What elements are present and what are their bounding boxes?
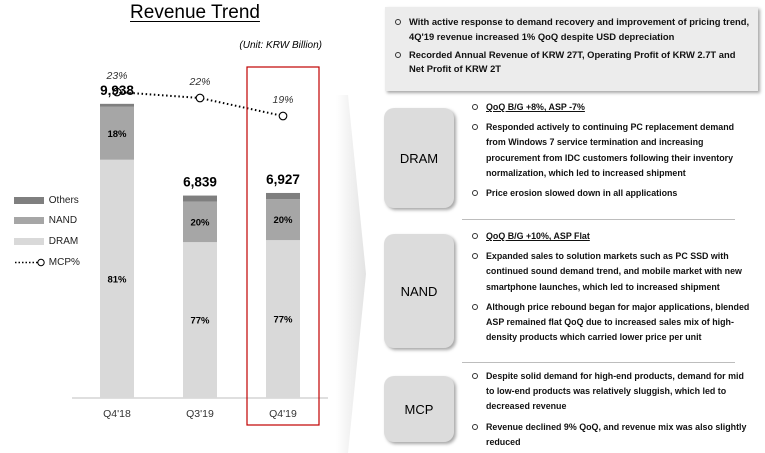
mcp-point — [112, 87, 122, 97]
bullet-circle-icon — [472, 303, 478, 310]
segment-label-text: MCP — [404, 401, 434, 417]
legend-swatch-others — [14, 197, 44, 204]
mcp-label: 23% — [105, 70, 127, 82]
segment-bullet: Although price rebound began for major a… — [472, 300, 754, 346]
bar-segment-others — [266, 192, 300, 200]
chart-title: Revenue Trend — [130, 2, 260, 23]
segment-bullet: Expanded sales to solution markets such … — [472, 249, 754, 295]
legend-item-others: Others — [14, 195, 79, 206]
chevron-arrow-shape — [336, 95, 366, 453]
segment-bullet: Price erosion slowed down in all applica… — [472, 186, 754, 201]
legend-swatch-nand — [14, 217, 44, 224]
segment-bullet-text: Revenue declined 9% QoQ, and revenue mix… — [486, 421, 747, 447]
data-label-nand: 20% — [190, 217, 210, 228]
bar-segment-dram — [100, 159, 134, 398]
legend-item-dram: DRAM — [14, 236, 78, 247]
bar-segment-dram — [266, 240, 300, 398]
bar-segment-nand — [100, 106, 134, 160]
data-label-dram: 77% — [190, 316, 210, 327]
segment-label-mcp: MCP — [384, 376, 454, 442]
bar-segment-others — [100, 103, 134, 107]
segment-divider — [462, 362, 735, 363]
segment-bullet: Despite solid demand for high-end produc… — [472, 369, 754, 415]
summary-bullet: With active response to demand recovery … — [395, 15, 750, 45]
segment-text-nand: QoQ B/G +10%, ASP Flat Expanded sales to… — [472, 229, 754, 345]
bar-segment-nand — [183, 201, 217, 243]
mcp-label: 22% — [188, 76, 210, 88]
bullet-circle-icon — [472, 124, 478, 131]
legend-swatch-mcp — [15, 258, 45, 267]
data-label-dram: 81% — [107, 274, 127, 285]
segment-bullet: Responded actively to continuing PC repl… — [472, 120, 754, 181]
segment-bullet-text: Although price rebound began for major a… — [486, 301, 750, 343]
highlight-box — [246, 66, 320, 426]
data-label-nand: 20% — [273, 215, 293, 226]
summary-bullet-text: Recorded Annual Revenue of KRW 27T, Oper… — [409, 48, 736, 75]
segment-bullet: QoQ B/G +10%, ASP Flat — [472, 229, 754, 244]
segment-label-text: DRAM — [399, 150, 439, 166]
bar-segment-dram — [183, 242, 217, 398]
segment-bullet: QoQ B/G +8%, ASP -7% — [472, 100, 754, 115]
summary-bullet: Recorded Annual Revenue of KRW 27T, Oper… — [395, 48, 750, 78]
bar-segment-nand — [266, 199, 300, 241]
total-label: 6,839 — [183, 175, 217, 190]
unit-label: (Unit: KRW Billion) — [239, 40, 322, 51]
segment-bullet-text: Price erosion slowed down in all applica… — [486, 188, 678, 199]
segment-bullet-text: QoQ B/G +10%, ASP Flat — [486, 231, 590, 241]
mcp-point — [278, 111, 288, 121]
bullet-circle-icon — [472, 253, 478, 260]
segment-bullet-text: QoQ B/G +8%, ASP -7% — [486, 102, 585, 112]
segment-bullet-text: Despite solid demand for high-end produc… — [486, 371, 744, 412]
mcp-label: 19% — [272, 94, 293, 106]
bullet-circle-icon — [395, 51, 401, 58]
segment-divider — [462, 219, 735, 220]
bullet-circle-icon — [472, 373, 478, 379]
segment-bullet-text: Responded actively to continuing PC repl… — [486, 122, 735, 178]
legend-label-nand: NAND — [48, 215, 78, 226]
legend-swatch-dram — [14, 238, 44, 245]
summary-box: With active response to demand recovery … — [385, 7, 758, 91]
mcp-point — [195, 93, 205, 103]
x-tick-label: Q4'19 — [269, 408, 297, 420]
segment-label-text: NAND — [400, 283, 438, 299]
legend-label-dram: DRAM — [48, 236, 79, 247]
bullet-circle-icon — [472, 423, 478, 430]
legend-label-others: Others — [48, 195, 79, 206]
segment-bullet: Revenue declined 9% QoQ, and revenue mix… — [472, 420, 754, 450]
x-tick-label: Q3'19 — [186, 408, 214, 420]
segment-text-mcp: Despite solid demand for high-end produc… — [472, 369, 754, 450]
bullet-circle-icon — [395, 19, 401, 25]
bullet-circle-icon — [472, 190, 478, 197]
data-label-dram: 77% — [273, 315, 293, 326]
x-tick-label: Q4'18 — [103, 408, 131, 420]
segment-label-nand: NAND — [384, 234, 454, 348]
total-label: 9,938 — [100, 83, 134, 98]
total-label: 6,927 — [266, 172, 300, 187]
segment-label-dram: DRAM — [384, 108, 454, 208]
bullet-circle-icon — [472, 233, 478, 239]
segment-bullet-text: Expanded sales to solution markets such … — [486, 251, 742, 292]
legend-item-nand: NAND — [14, 215, 77, 226]
legend-label-mcp: MCP% — [48, 257, 80, 268]
data-label-nand: 18% — [107, 129, 127, 140]
bullet-circle-icon — [472, 104, 478, 110]
revenue-chart: 81% 18% 9,938 Q4'18 77% 20% 6,839 Q3'19 77% 20% 6,… — [72, 66, 328, 426]
segment-text-dram: QoQ B/G +8%, ASP -7% Responded actively … — [472, 100, 754, 201]
bar-segment-others — [183, 195, 217, 202]
summary-bullet-text: With active response to demand recovery … — [409, 16, 750, 42]
legend-item-mcp: MCP% — [14, 257, 80, 268]
